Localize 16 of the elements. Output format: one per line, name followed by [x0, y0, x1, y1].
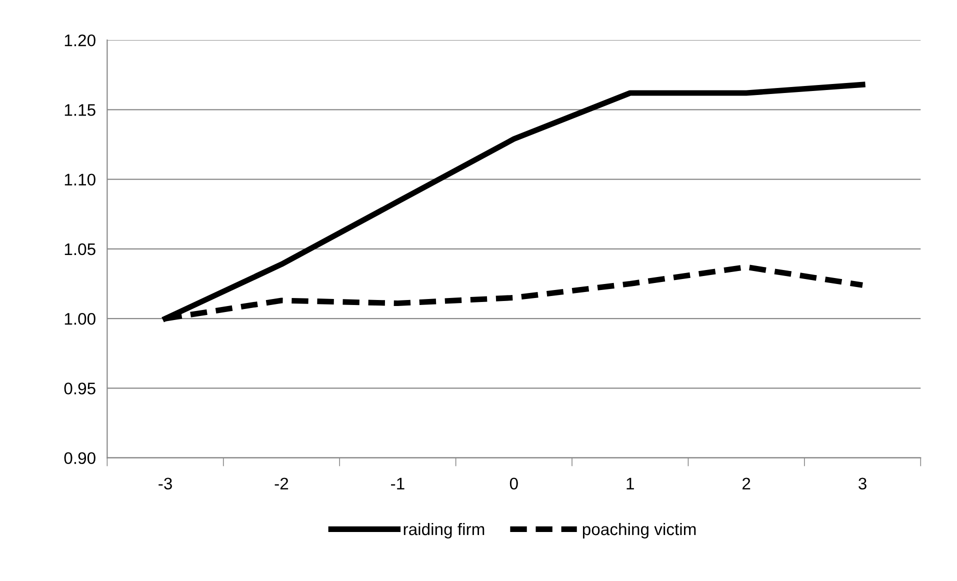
y-tick-label: 1.00	[64, 312, 96, 325]
x-tick-label: 3	[858, 478, 866, 490]
x-tick-label: -3	[158, 478, 172, 490]
y-tick-label: 1.10	[64, 174, 96, 186]
legend-label: raiding firm	[404, 522, 484, 538]
y-tick-label: 1.05	[64, 243, 96, 256]
legend-label: poaching victim	[582, 522, 696, 538]
y-tick-label: 1.15	[64, 104, 96, 116]
x-tick-label: -2	[274, 478, 288, 490]
x-tick-label: 2	[742, 478, 750, 490]
y-tick-label: 0.90	[64, 452, 96, 464]
x-tick-label: 1	[626, 478, 634, 490]
x-tick-label: -1	[391, 478, 404, 490]
y-tick-label: 1.20	[64, 34, 96, 46]
x-tick-label: 0	[510, 478, 518, 490]
y-tick-label: 0.95	[64, 382, 96, 394]
